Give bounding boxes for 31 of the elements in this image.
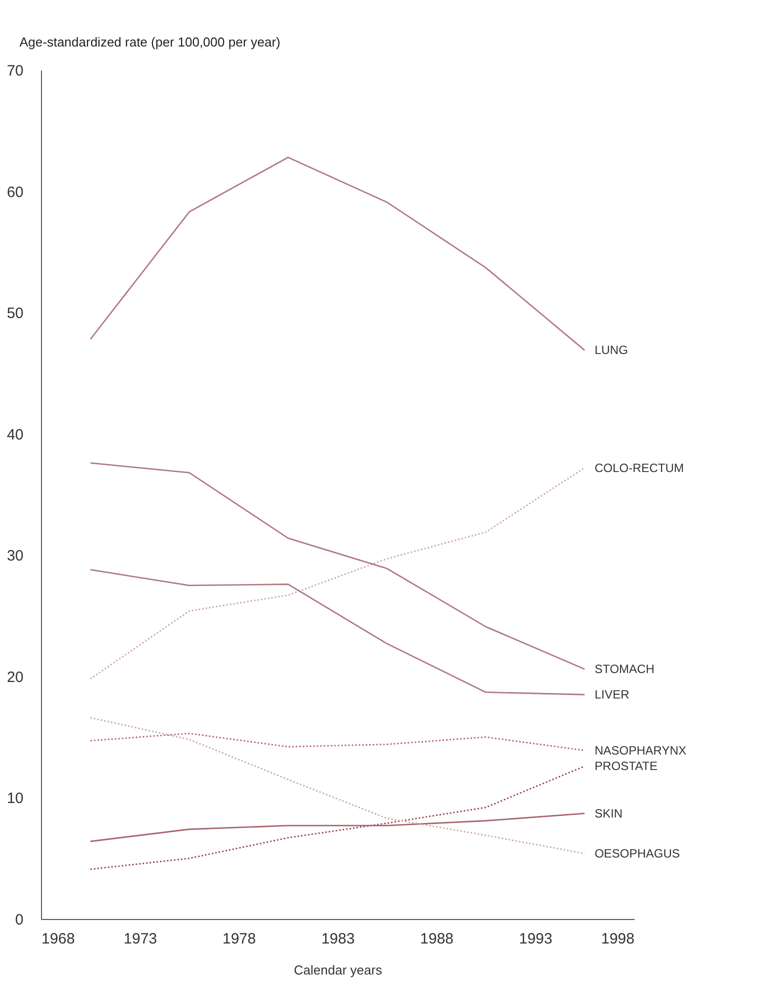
line-series: [90, 812, 586, 842]
x-tick-label: 1978: [222, 930, 256, 948]
y-axis-title: Age-standardized rate (per 100,000 per year): [20, 34, 280, 50]
x-tick-label: 1983: [321, 930, 355, 948]
y-tick-label: 0: [15, 912, 24, 928]
series-label: PROSTATE: [594, 759, 658, 774]
series-label: STOMACH: [594, 662, 654, 676]
series-label: LUNG: [594, 343, 628, 358]
line-series: [90, 716, 586, 854]
line-series: [90, 568, 586, 696]
x-tick-label: 1968: [42, 930, 75, 948]
series-label: NASOPHARYNX: [594, 743, 686, 758]
series-label: SKIN: [594, 806, 623, 820]
series-label: LIVER: [594, 688, 630, 702]
x-axis-title: Calendar years: [294, 962, 383, 978]
y-tick-label: 50: [6, 305, 24, 322]
y-tick-label: 60: [6, 184, 24, 201]
y-tick-label: 30: [6, 548, 24, 565]
series-label: OESOPHAGUS: [594, 846, 680, 861]
x-tick-label: 1973: [124, 930, 158, 948]
y-tick-label: 70: [6, 62, 24, 80]
y-tick-label: 40: [6, 426, 24, 444]
y-tick-label: 20: [6, 668, 24, 686]
line-series: [90, 156, 586, 351]
x-tick-label: 1993: [518, 930, 552, 948]
y-tick-label: 10: [6, 790, 24, 808]
line-series: [90, 732, 586, 752]
x-tick-label: 1998: [601, 930, 634, 948]
line-series: [90, 765, 586, 870]
series-label: COLO-RECTUM: [594, 460, 684, 475]
x-tick-label: 1988: [420, 930, 454, 948]
